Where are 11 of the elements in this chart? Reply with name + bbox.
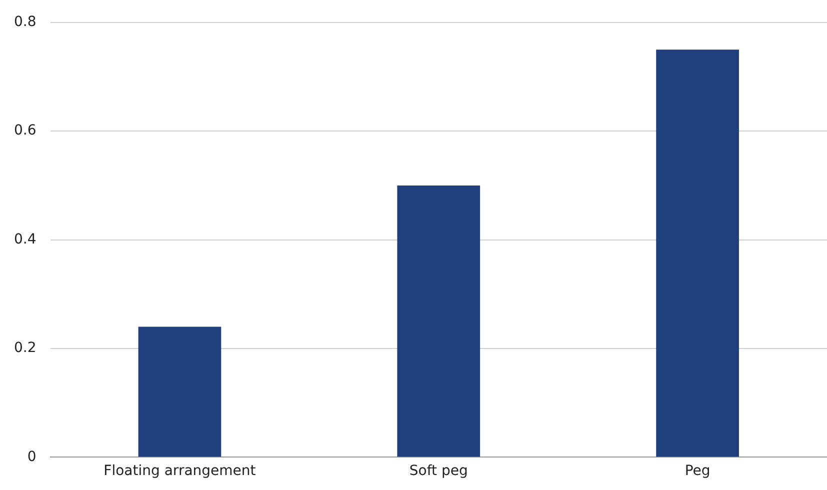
- y-tick-label: 0.8: [14, 14, 36, 30]
- y-tick-label: 0.4: [14, 231, 36, 248]
- x-tick-label: Peg: [684, 463, 710, 480]
- bar: [397, 185, 480, 457]
- bar: [138, 326, 222, 457]
- x-tick-label: Soft peg: [409, 463, 468, 480]
- y-tick-label: 0.6: [14, 122, 36, 139]
- y-tick-label: 0.2: [14, 340, 36, 356]
- y-tick-label: 0: [27, 448, 36, 465]
- bar: [656, 50, 739, 457]
- x-tick-label: Floating arrangement: [104, 463, 256, 480]
